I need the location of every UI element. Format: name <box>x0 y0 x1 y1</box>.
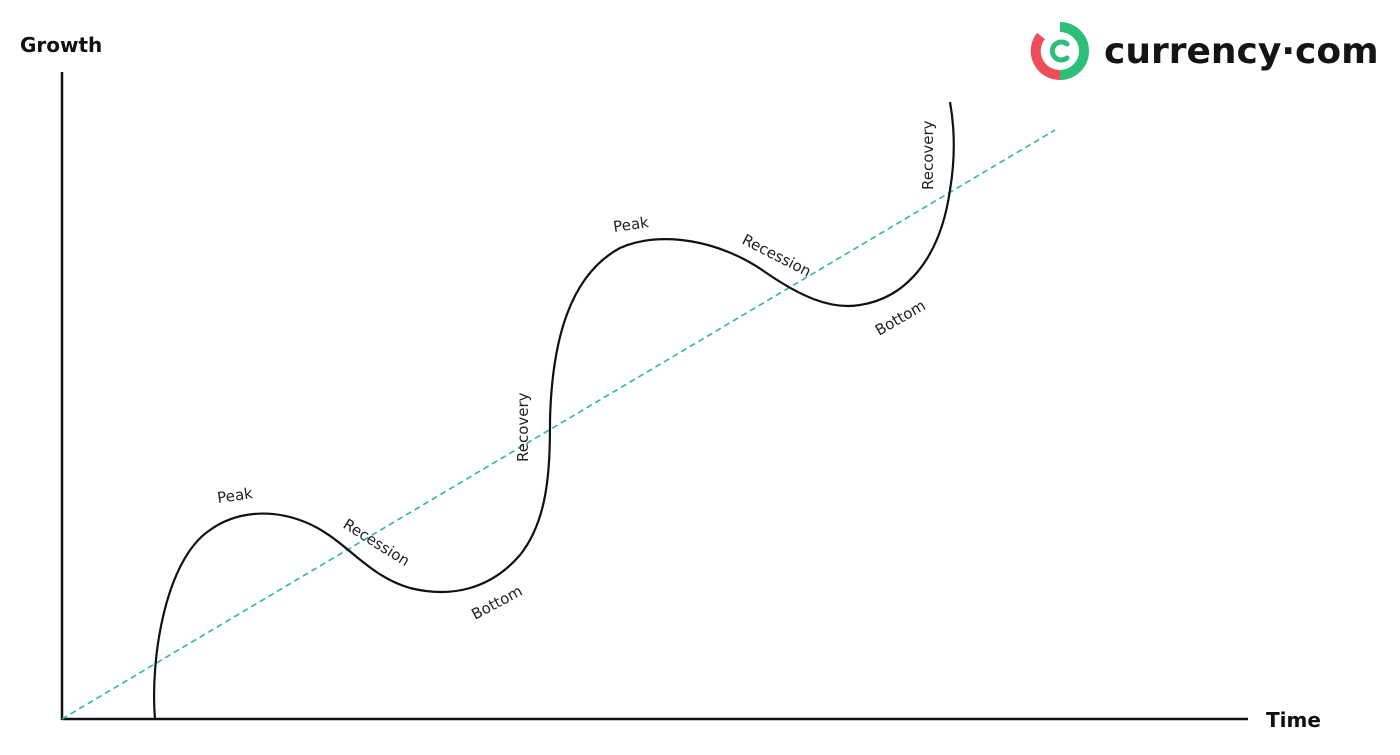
x-axis-title: Time <box>1266 708 1321 732</box>
cycle-curve <box>152 101 955 720</box>
label-peak-1: Peak <box>216 484 254 507</box>
axes: Growth Time <box>20 33 1321 732</box>
label-recovery-2: Recovery <box>919 120 937 190</box>
label-recovery-1: Recovery <box>514 392 532 462</box>
label-peak-2: Peak <box>612 213 650 236</box>
label-recession-2: Recession <box>739 231 814 281</box>
label-bottom-2: Bottom <box>872 296 929 339</box>
label-recession-1: Recession <box>340 515 413 570</box>
phase-labels: Peak Recession Bottom Recovery Peak Rece… <box>216 120 937 623</box>
trend-line <box>61 129 1056 720</box>
currency-logo-icon <box>1030 22 1089 81</box>
brand-name: currency·com <box>1104 31 1379 72</box>
y-axis-title: Growth <box>20 33 102 57</box>
label-bottom-1: Bottom <box>468 582 525 624</box>
brand-logo: currency·com <box>1030 22 1379 81</box>
